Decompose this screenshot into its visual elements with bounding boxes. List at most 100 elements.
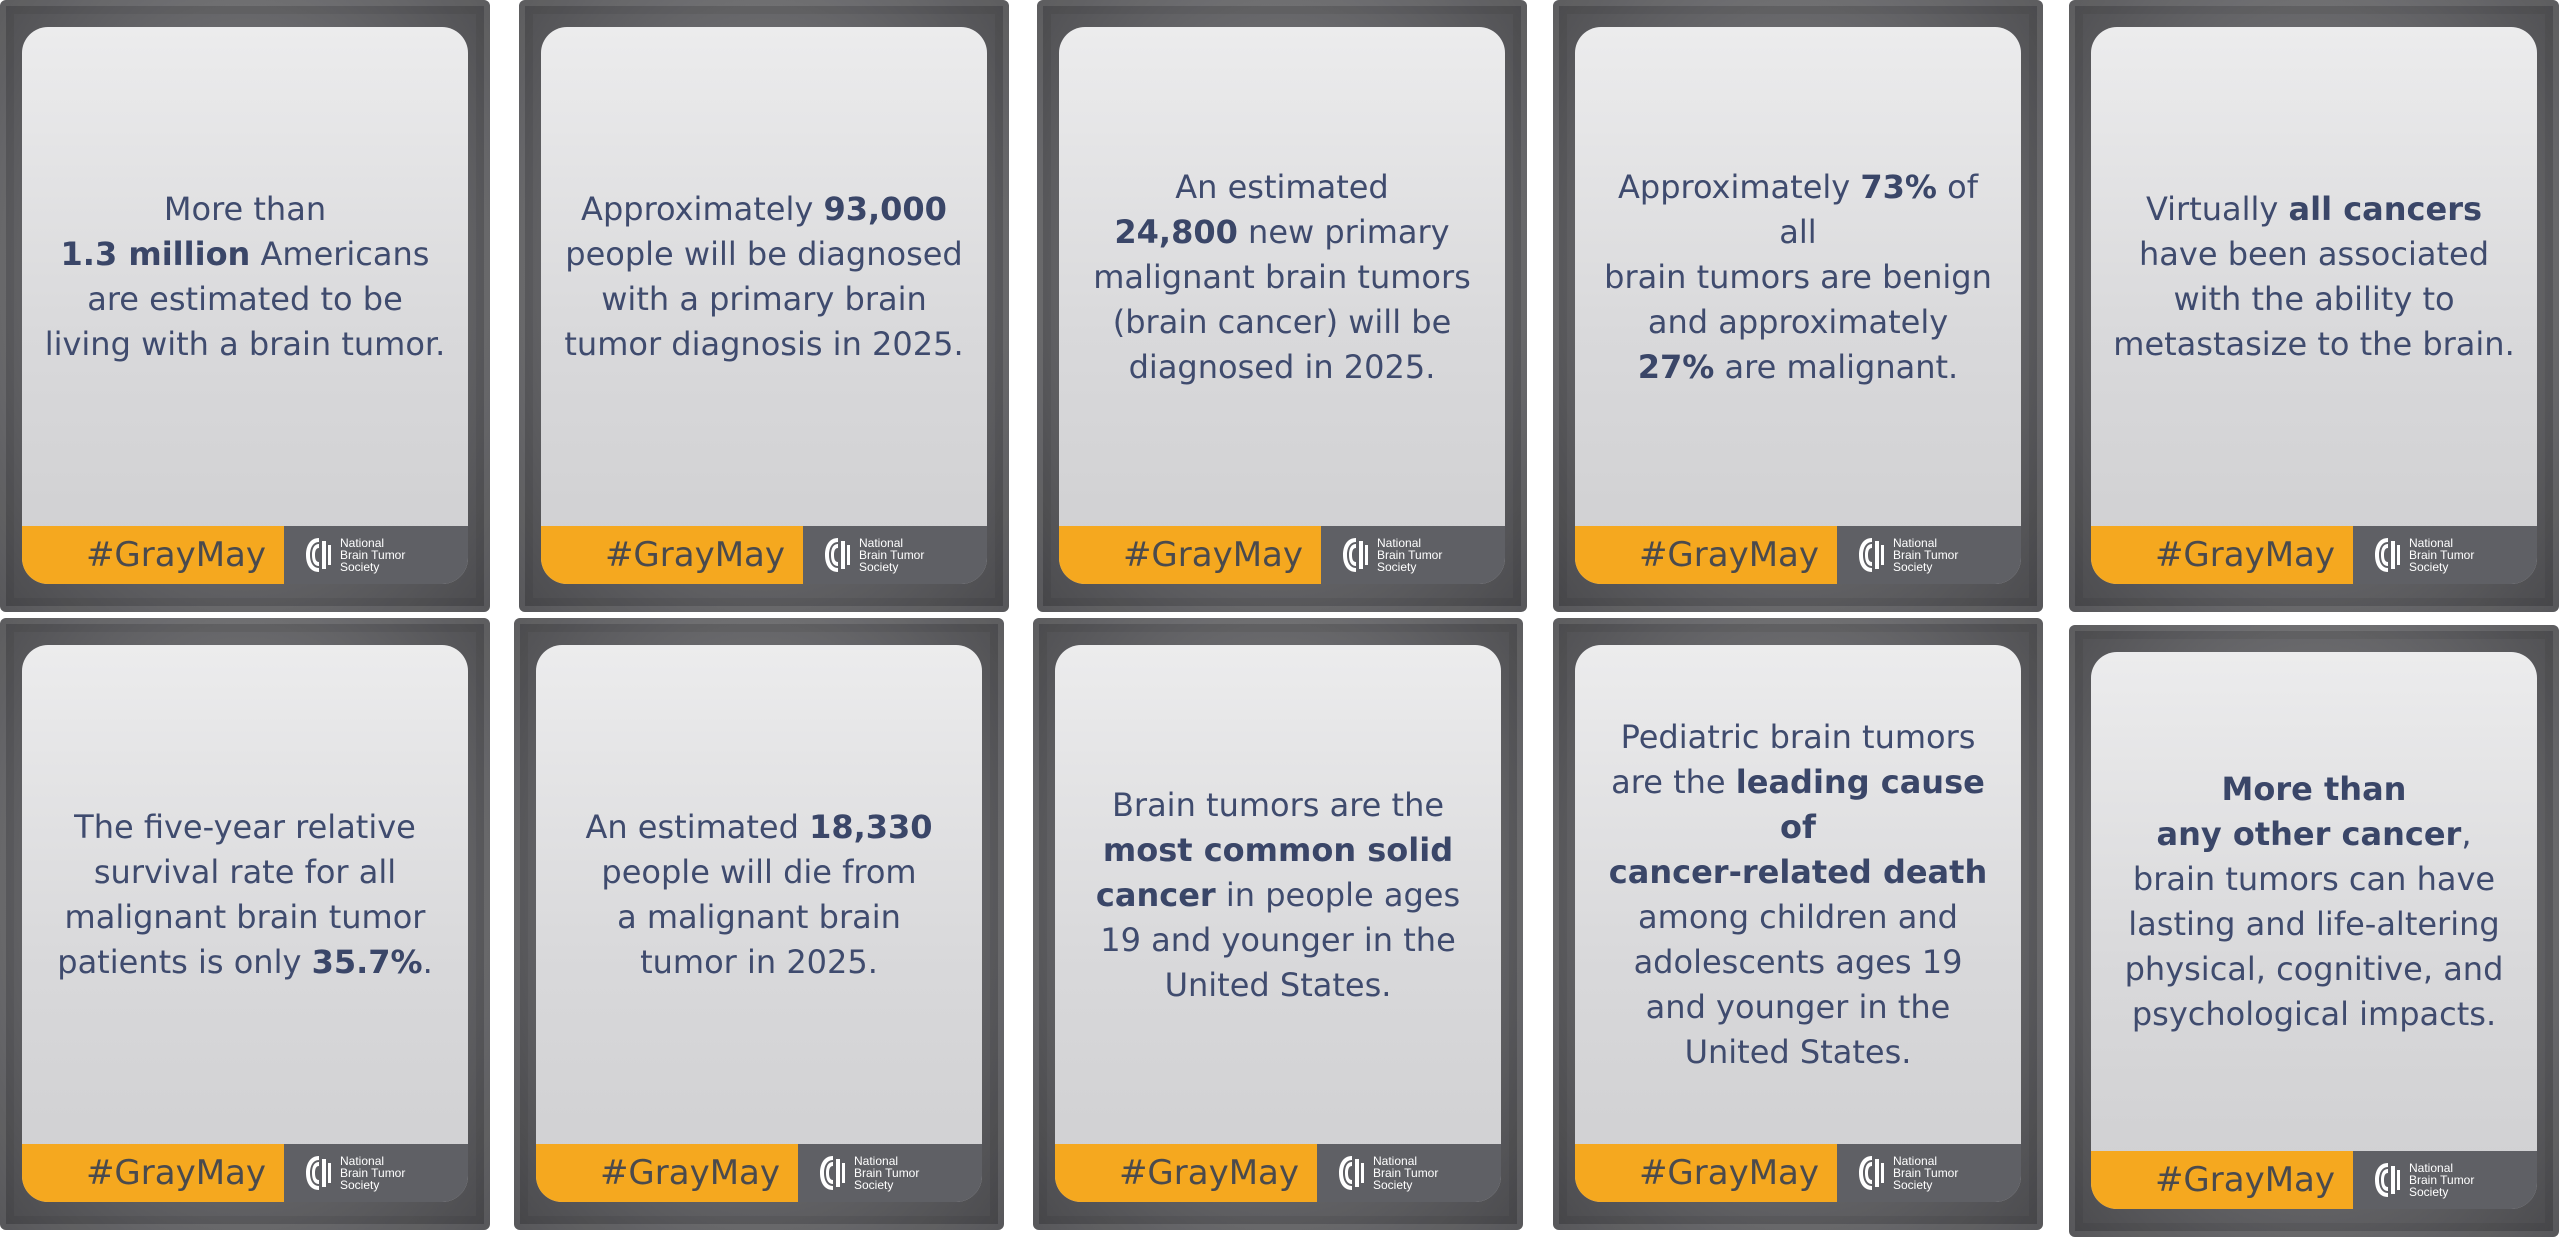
stat-text-content: An estimated 24,800 new primary malignant … — [1093, 165, 1471, 390]
nbts-logo: National Brain Tumor Society — [1837, 526, 2021, 584]
stat-text-content: More than any other cancer, brain tumors c… — [2125, 767, 2504, 1037]
stat-text-content: Virtually all cancers have been associate… — [2113, 187, 2514, 367]
brand-line-1: National — [2409, 536, 2454, 550]
stat-text-content: More than 1.3 million Americans are estima… — [45, 187, 446, 367]
brand-line-3: Society — [1373, 1178, 1413, 1192]
brand-line-3: Society — [1893, 560, 1933, 574]
brand-text: National Brain Tumor Society — [1893, 1155, 1958, 1191]
brand-text: National Brain Tumor Society — [340, 1155, 405, 1191]
hashtag-label: #GrayMay — [541, 526, 803, 584]
stat-text-run: new primary — [1237, 212, 1450, 251]
nbts-logo: National Brain Tumor Society — [1837, 1144, 2021, 1202]
stat-text-run: lasting and life-altering — [2128, 905, 2500, 943]
hashtag-label: #GrayMay — [536, 1144, 798, 1202]
stat-text-run: metastasize to the brain. — [2113, 325, 2515, 363]
stat-text: Virtually all cancers have been associate… — [2111, 27, 2517, 527]
card-footer: #GrayMay National Brain Tumor Society — [22, 1144, 468, 1202]
nbts-logo: National Brain Tumor Society — [284, 526, 468, 584]
stat-text-run: have been associated — [2139, 235, 2489, 273]
brand-line-2: Brain Tumor — [340, 548, 406, 562]
card-footer: #GrayMay National Brain Tumor Society — [1059, 526, 1505, 584]
stat-card-1: More than 1.3 million Americans are estima… — [0, 0, 490, 612]
stat-text-run: , — [2461, 815, 2472, 853]
brand-line-2: Brain Tumor — [340, 1166, 406, 1180]
card-footer: #GrayMay National Brain Tumor Society — [541, 526, 987, 584]
nbts-logo: National Brain Tumor Society — [803, 526, 987, 584]
stat-text-run: (brain cancer) will be — [1112, 302, 1452, 341]
brand-line-2: Brain Tumor — [2409, 548, 2475, 562]
stat-highlight: 73% — [1860, 167, 1937, 206]
brand-line-1: National — [1893, 536, 1938, 550]
brand-line-2: Brain Tumor — [1373, 1166, 1439, 1180]
stat-text-run: adolescents ages 19 — [1633, 943, 1963, 981]
brand-line-1: National — [859, 536, 904, 550]
stat-text-run: Pediatric brain tumors — [1620, 718, 1976, 756]
stat-text-run: people will be diagnosed — [565, 235, 963, 273]
stat-text-run: Approximately — [1617, 167, 1861, 206]
stat-text-run: in people ages — [1215, 875, 1461, 914]
stat-text-run: An estimated — [1175, 167, 1389, 206]
brand-line-2: Brain Tumor — [854, 1166, 920, 1180]
stat-text-run: physical, cognitive, and — [2124, 950, 2504, 988]
brand-line-3: Society — [859, 560, 899, 574]
stat-panel: More than 1.3 million Americans are estima… — [22, 27, 468, 584]
stat-text-run: United States. — [1164, 965, 1392, 1004]
brand-line-3: Society — [2409, 1185, 2449, 1199]
brain-logo-icon — [2375, 538, 2400, 572]
brain-logo-icon — [306, 538, 331, 572]
stat-panel: Brain tumors are the most common solid can… — [1055, 645, 1501, 1202]
brain-logo-icon — [1859, 1156, 1884, 1190]
card-footer: #GrayMay National Brain Tumor Society — [2091, 526, 2537, 584]
brand-line-1: National — [1893, 1154, 1938, 1168]
hashtag-label: #GrayMay — [1059, 526, 1321, 584]
stat-text-run: are estimated to be — [87, 280, 403, 318]
stat-text-content: Approximately 73% of all brain tumors are… — [1595, 165, 2001, 390]
brand-text: National Brain Tumor Society — [1893, 537, 1958, 573]
brand-text: National Brain Tumor Society — [859, 537, 924, 573]
stat-panel: The five-year relative survival rate for … — [22, 645, 468, 1202]
brand-line-2: Brain Tumor — [1893, 1166, 1959, 1180]
stat-card-7: An estimated 18,330 people will die from a… — [514, 618, 1004, 1230]
brand-line-3: Society — [340, 560, 380, 574]
stat-text-content: Pediatric brain tumors are the leading ca… — [1595, 715, 2001, 1075]
stat-text-run: with the ability to — [2173, 280, 2455, 318]
stat-text: Approximately 73% of all brain tumors are… — [1595, 27, 2001, 527]
stat-highlight: cancer — [1095, 875, 1216, 914]
stat-text-run: people will die from — [601, 853, 917, 891]
stat-text-content: An estimated 18,330 people will die from a… — [585, 805, 932, 985]
stat-highlight: 18,330 — [809, 808, 933, 846]
stat-panel: Pediatric brain tumors are the leading ca… — [1575, 645, 2021, 1202]
stat-panel: An estimated 18,330 people will die from a… — [536, 645, 982, 1202]
brain-logo-icon — [2375, 1163, 2400, 1197]
stat-panel: Approximately 93,000 people will be diagn… — [541, 27, 987, 584]
stat-text-run: are the — [1611, 763, 1736, 801]
nbts-logo: National Brain Tumor Society — [2353, 526, 2537, 584]
brand-line-2: Brain Tumor — [859, 548, 925, 562]
stat-text: More than any other cancer, brain tumors c… — [2111, 652, 2517, 1152]
stat-text-run: Americans — [250, 235, 430, 273]
hashtag-label: #GrayMay — [22, 1144, 284, 1202]
nbts-logo: National Brain Tumor Society — [1321, 526, 1505, 584]
stat-text-run: are malignant. — [1714, 347, 1959, 386]
stat-text-content: Brain tumors are the most common solid can… — [1096, 783, 1460, 1008]
stat-text-run: The five-year relative — [74, 808, 416, 846]
stat-text-run: brain tumors can have — [2132, 860, 2496, 898]
card-footer: #GrayMay National Brain Tumor Society — [536, 1144, 982, 1202]
brain-logo-icon — [820, 1156, 845, 1190]
hashtag-label: #GrayMay — [2091, 526, 2353, 584]
nbts-logo: National Brain Tumor Society — [284, 1144, 468, 1202]
stat-text-run: Virtually — [2145, 190, 2289, 228]
brain-logo-icon — [1859, 538, 1884, 572]
brand-text: National Brain Tumor Society — [1377, 537, 1442, 573]
brand-line-3: Society — [1893, 1178, 1933, 1192]
stat-text: Pediatric brain tumors are the leading ca… — [1595, 645, 2001, 1145]
stat-highlight: 1.3 million — [60, 235, 251, 273]
stat-panel: An estimated 24,800 new primary malignant … — [1059, 27, 1505, 584]
brand-line-1: National — [340, 1154, 385, 1168]
stat-text-run: diagnosed in 2025. — [1128, 347, 1436, 386]
brand-text: National Brain Tumor Society — [1373, 1155, 1438, 1191]
brand-line-3: Society — [854, 1178, 894, 1192]
stat-text-run: malignant brain tumor — [64, 898, 426, 936]
stat-panel: Virtually all cancers have been associate… — [2091, 27, 2537, 584]
